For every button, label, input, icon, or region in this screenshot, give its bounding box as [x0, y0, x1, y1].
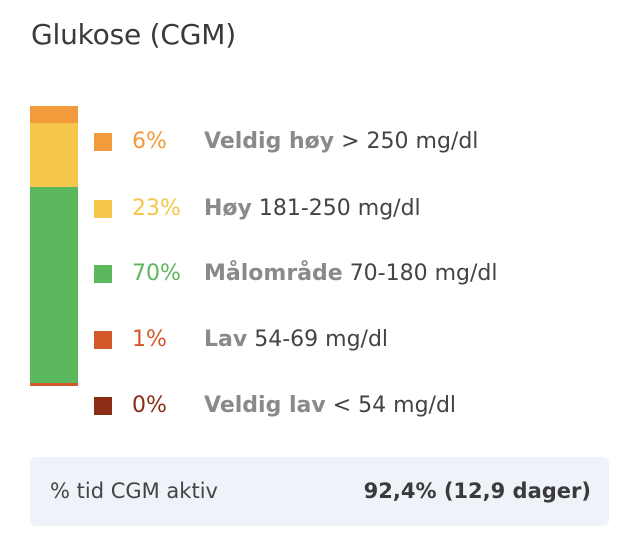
color-swatch: [94, 397, 112, 415]
color-swatch: [94, 133, 112, 151]
range-percent: 6%: [132, 129, 167, 154]
range-value: < 54 mg/dl: [332, 393, 457, 418]
color-swatch: [94, 331, 112, 349]
range-row-veldig-hoy: 6% Veldig høy > 250 mg/dl: [94, 127, 478, 157]
range-value: 70-180 mg/dl: [349, 261, 498, 286]
range-row-malomrade: 70% Målområde 70-180 mg/dl: [94, 259, 498, 289]
range-label: Veldig lav < 54 mg/dl: [204, 391, 456, 421]
color-swatch: [94, 200, 112, 218]
range-name: Lav: [204, 327, 248, 352]
range-row-lav: 1% Lav 54-69 mg/dl: [94, 325, 388, 355]
time-in-range-stacked-bar: [30, 106, 78, 386]
range-label: Veldig høy > 250 mg/dl: [204, 127, 478, 157]
bar-segment-hoy: [30, 123, 78, 187]
page-title: Glukose (CGM): [31, 18, 236, 51]
range-value: 181-250 mg/dl: [258, 196, 421, 221]
range-label: Høy 181-250 mg/dl: [204, 194, 421, 224]
color-swatch: [94, 265, 112, 283]
range-percent: 23%: [132, 196, 181, 221]
range-label: Målområde 70-180 mg/dl: [204, 259, 498, 289]
range-name: Målområde: [204, 261, 343, 286]
bar-segment-lav: [30, 383, 78, 386]
range-percent: 70%: [132, 261, 181, 286]
range-percent: 0%: [132, 393, 167, 418]
range-name: Veldig lav: [204, 393, 326, 418]
range-value: 54-69 mg/dl: [254, 327, 389, 352]
cgm-active-summary: % tid CGM aktiv 92,4% (12,9 dager): [30, 457, 609, 526]
range-name: Høy: [204, 196, 252, 221]
bar-segment-veldig-hoy: [30, 106, 78, 123]
range-row-hoy: 23% Høy 181-250 mg/dl: [94, 194, 421, 224]
range-percent: 1%: [132, 327, 167, 352]
range-row-veldig-lav: 0% Veldig lav < 54 mg/dl: [94, 391, 456, 421]
cgm-active-value: 92,4% (12,9 dager): [363, 479, 591, 503]
range-value: > 250 mg/dl: [341, 129, 479, 154]
cgm-active-label: % tid CGM aktiv: [50, 479, 218, 503]
range-label: Lav 54-69 mg/dl: [204, 325, 388, 355]
range-name: Veldig høy: [204, 129, 335, 154]
bar-segment-malomrade: [30, 187, 78, 383]
